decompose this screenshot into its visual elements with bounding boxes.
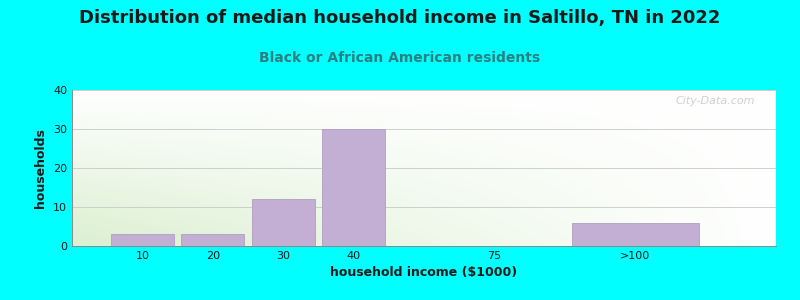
Bar [181,234,245,246]
Bar [251,199,315,246]
Y-axis label: households: households [34,128,47,208]
Bar [572,223,698,246]
Text: Black or African American residents: Black or African American residents [259,51,541,65]
Text: City-Data.com: City-Data.com [675,96,755,106]
X-axis label: household income ($1000): household income ($1000) [330,266,518,279]
Bar [322,129,386,246]
Bar [110,234,174,246]
Text: Distribution of median household income in Saltillo, TN in 2022: Distribution of median household income … [79,9,721,27]
